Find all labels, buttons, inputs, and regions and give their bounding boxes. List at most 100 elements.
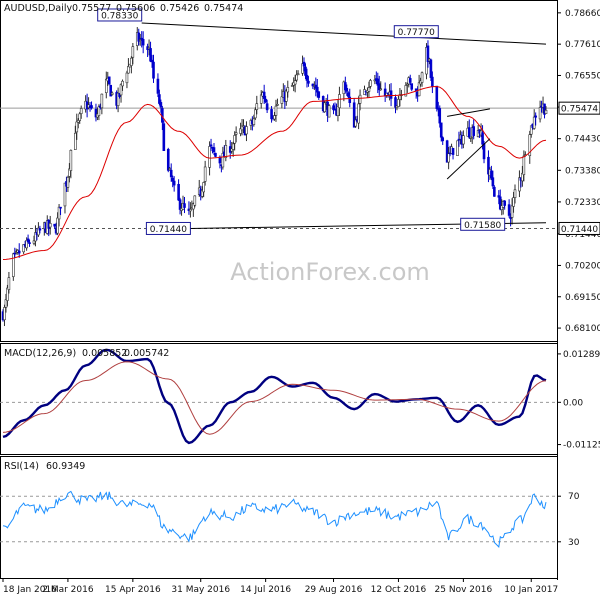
macd-panel-frame <box>0 343 558 455</box>
price-header-close: 0.75474 <box>204 3 243 14</box>
candle-body <box>121 80 124 87</box>
candle-body <box>104 78 108 93</box>
candle-body <box>431 76 434 87</box>
candle-body <box>304 66 307 76</box>
candle-body <box>529 125 533 135</box>
rsi-panel-frame <box>0 456 558 579</box>
rsi-header-value: 60.9349 <box>46 461 85 472</box>
candle-body <box>172 180 176 186</box>
candle-body <box>12 253 15 277</box>
candle-body <box>79 108 83 114</box>
candle-body <box>56 217 59 234</box>
candle-body <box>346 92 350 97</box>
candle-body <box>110 92 114 95</box>
candle-body <box>69 150 73 171</box>
candle-body <box>259 94 263 104</box>
macd-header-value-signal: 0.005742 <box>124 348 169 359</box>
candle-body <box>397 98 400 107</box>
candle-body <box>159 102 163 108</box>
panel-frames <box>0 0 558 580</box>
candle-body <box>202 182 205 193</box>
price-header-low: 0.75426 <box>160 3 199 14</box>
candle-body <box>152 61 155 79</box>
price-panel-frame <box>0 0 558 342</box>
price-annotation-label: 0.78330 <box>101 11 138 21</box>
candle-body <box>141 38 145 46</box>
candle-body <box>116 92 120 106</box>
current-price-box <box>558 101 600 115</box>
macd-signal-line <box>2 361 547 435</box>
candle-body <box>109 84 113 97</box>
candle-body <box>127 66 130 74</box>
candle-body <box>435 85 439 109</box>
candle-body <box>394 97 397 108</box>
candle-body <box>544 109 548 114</box>
candle-body <box>469 136 473 139</box>
candle-body <box>472 126 475 136</box>
price-y-tick-label: 0.76550 <box>565 71 600 81</box>
candle-body <box>63 182 67 207</box>
x-tick-label: 25 Nov 2016 <box>435 585 493 595</box>
candle-body <box>315 86 319 93</box>
candle-body <box>212 147 216 153</box>
candle-body <box>451 147 455 155</box>
candle-body <box>389 90 393 99</box>
candle-body <box>48 223 52 228</box>
candle-body <box>273 115 276 120</box>
candle-body <box>203 166 207 182</box>
rsi-layer <box>0 490 557 548</box>
candle-body <box>166 148 170 171</box>
price-annotation-box <box>393 25 439 39</box>
candle-body <box>38 228 42 231</box>
candle-body <box>441 137 445 142</box>
x-tick-label: 10 Jan 2017 <box>504 585 558 595</box>
ema-layer <box>2 85 547 260</box>
candle-body <box>487 156 490 175</box>
candle-body <box>131 46 135 58</box>
candle-body <box>221 152 225 168</box>
macd-y-tick-label: 0.00 <box>563 398 583 408</box>
candle-body <box>13 252 17 255</box>
price-y-tick-label: 0.70200 <box>565 261 600 271</box>
candle-body <box>491 177 495 187</box>
candle-body <box>276 104 279 106</box>
price-y-tick-label: 0.72330 <box>565 198 600 208</box>
trendline-resistance <box>141 22 547 45</box>
candle-body <box>538 107 542 120</box>
x-tick-label: 31 May 2016 <box>171 585 230 595</box>
price-annotation-label: 0.71580 <box>464 221 501 231</box>
candle-body <box>490 170 493 179</box>
price-y-tick-label: 0.77610 <box>565 40 600 50</box>
x-tick-label: 12 Oct 2016 <box>371 585 427 595</box>
x-tick-label: 2 Mar 2016 <box>42 585 94 595</box>
candle-body <box>512 197 515 207</box>
candle-body <box>209 144 213 147</box>
candle-body <box>429 59 433 78</box>
candle-body <box>231 143 235 150</box>
candle-body <box>100 93 104 109</box>
candle-body <box>17 250 21 254</box>
candle-body <box>28 242 31 244</box>
candle-body <box>456 140 459 156</box>
candle-body <box>305 74 309 81</box>
support-price-label: 0.71440 <box>561 225 598 235</box>
candle-body <box>158 94 161 104</box>
price-header-open: 0.75577 <box>72 3 111 14</box>
candle-body <box>107 76 111 85</box>
price-annotation-label: 0.71440 <box>150 225 187 235</box>
candle-body <box>270 109 273 120</box>
candle-body <box>25 240 28 249</box>
candle-body <box>482 143 486 160</box>
trendline-wedge-upper <box>447 108 491 117</box>
candle-body <box>369 80 372 87</box>
candle-body <box>130 57 133 66</box>
candle-body <box>66 177 70 188</box>
candle-body <box>125 72 129 84</box>
candle-body <box>208 146 211 168</box>
candle-body <box>22 244 25 253</box>
candle-body <box>245 126 248 135</box>
candle-body <box>7 277 11 290</box>
candle-body <box>510 205 514 218</box>
candle-body <box>162 123 166 152</box>
